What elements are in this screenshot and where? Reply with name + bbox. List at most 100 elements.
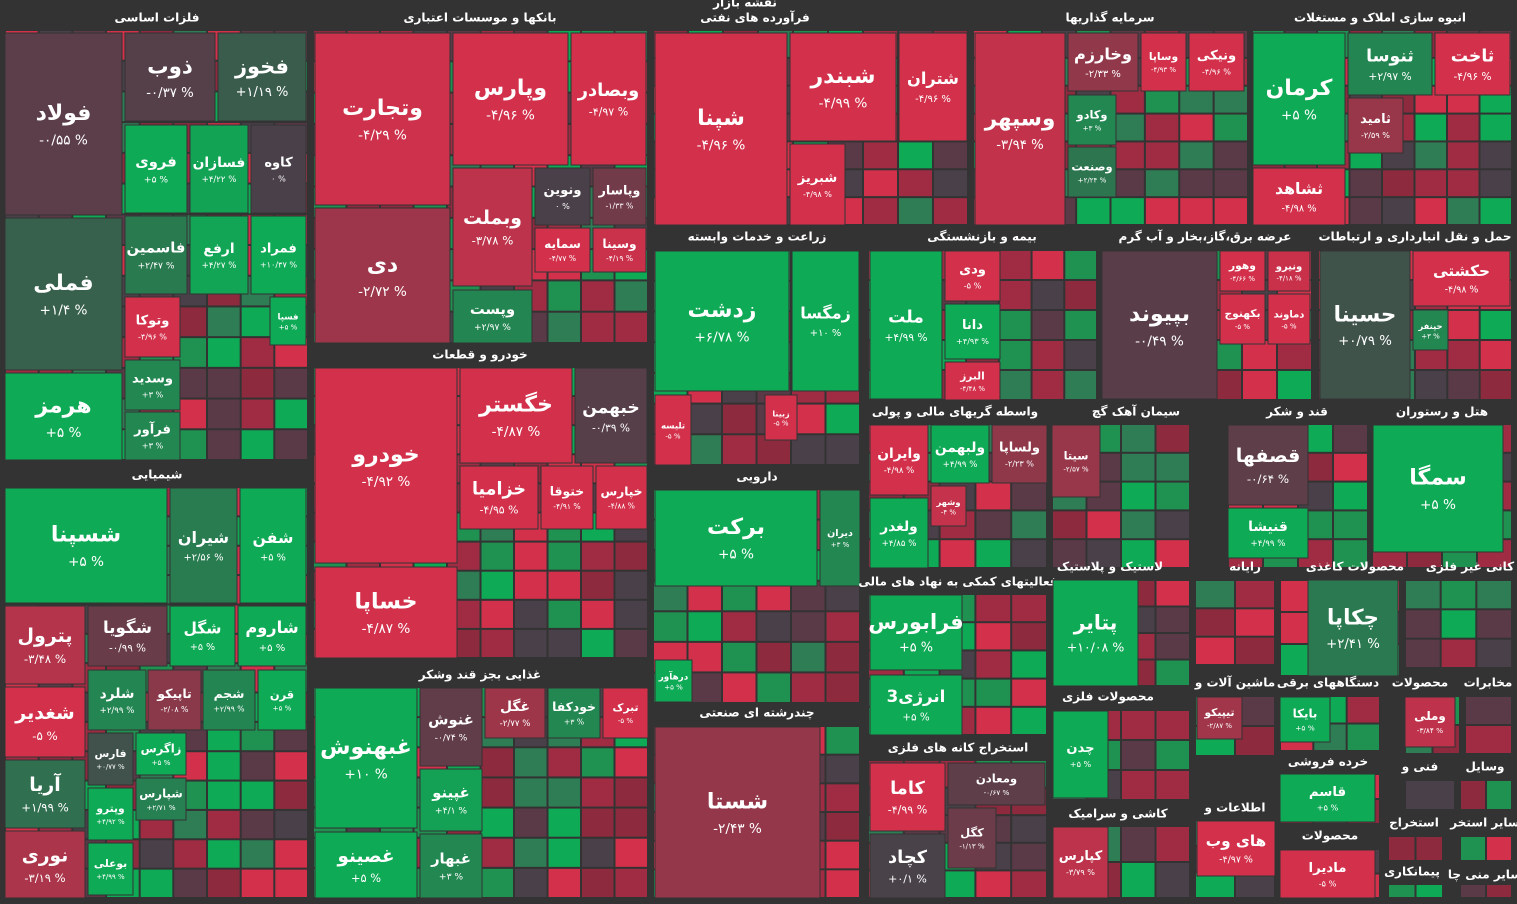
tile-value: +۵ % [68,554,104,570]
filler-tile [1416,885,1442,897]
tile [574,367,648,464]
filler-tile [275,368,307,398]
tile-value: -۱/۱۳ % [959,842,985,851]
tile-value: +۲/۷۱ % [146,803,175,812]
filler-tile [1032,371,1064,399]
tile-value: -۰/۳۹ % [592,421,630,434]
tile-label: بوعلی [94,857,127,870]
tile [189,124,249,214]
tile [147,669,202,731]
filler-tile [826,870,859,897]
tile [869,424,929,496]
filler-tile [757,673,790,702]
filler-tile [864,198,897,224]
filler-tile [1487,781,1511,809]
filler-tile [275,752,307,780]
tile-label: دیران [827,528,853,539]
filler-tile [899,198,932,224]
tile [135,777,187,821]
filler-tile [826,813,859,840]
filler-tile [241,869,274,897]
filler-tile [481,808,513,837]
tile [269,296,307,346]
tile-label: وکادو [1076,107,1108,121]
filler-tile [976,707,1011,734]
filler-tile [241,752,274,780]
filler-tile [1214,114,1247,141]
filler-tile [208,840,240,868]
tile [654,726,821,899]
tile [250,124,307,214]
tile [419,833,483,899]
filler-tile [688,612,721,641]
filler-tile [1334,511,1367,539]
filler-tile [826,755,859,783]
tile [869,762,946,832]
filler-tile [1122,540,1155,567]
filler-tile [1032,251,1064,279]
tile-value: -۰/۳۷ % [146,86,193,101]
tile-value: +۴/۲۷ % [202,261,237,271]
filler-tile [1156,540,1189,567]
tile [452,32,569,166]
filler-tile [582,868,614,897]
sector-header: کانی غیر فلزی [1426,560,1514,574]
tile-value: -۲/۵۷ % [1063,465,1089,474]
tile-label: ثنوسا [1366,46,1414,66]
tile-label: بایکا [1293,707,1318,721]
tile [944,303,1001,360]
tile [1188,32,1245,92]
filler-tile [582,281,614,311]
tile-value: -۴/۲۹ % [358,128,407,144]
filler-tile [275,781,307,809]
tile-label: دی [367,253,398,278]
tile-value: -۴/۹۹ % [888,803,928,816]
tile-label: وایران [877,446,921,462]
sector-header: دستگاههای برقی [1277,676,1379,690]
tile-label: قرن [270,687,294,701]
filler-tile [1214,142,1247,169]
tile-value: -۴/۹۶ % [915,94,951,105]
tile [217,32,307,122]
tile [1196,696,1243,740]
tile-label: وتوکا [136,314,170,329]
filler-tile [826,673,859,702]
tile-label: غگل [500,698,530,715]
filler-tile [1145,142,1179,169]
tile-label: نوری [22,846,68,867]
sector-header: فنی و [1401,760,1439,775]
filler-tile [976,679,1011,706]
filler-tile [241,430,274,459]
filler-tile [582,838,614,867]
sector-header: ماشین آلات و [1194,675,1275,691]
tile [124,32,216,122]
sector-header: فرآورده های نفتی [700,10,809,26]
filler-tile [1243,371,1276,399]
tile-value: +۵ % [351,871,381,885]
tile-value: -۴/۸۷ % [492,424,541,440]
tile-value: -۲/۴۳ % [713,821,762,837]
filler-tile [481,542,513,570]
filler-tile [174,869,206,897]
tile-label: بپیوند [1129,302,1190,327]
filler-tile [792,642,825,672]
filler-tile [1180,170,1213,197]
tile-label: کچاد [888,848,928,868]
tile-label: فارس [95,747,127,760]
filler-tile [1012,595,1046,622]
filler-tile [1032,341,1064,369]
tile-label: زبینا [772,409,790,418]
sector-header: عرضه برق،گاز،بخار و آب گرم [1119,229,1292,245]
tile-label: فرآور [133,421,171,438]
filler-tile [1012,540,1046,567]
tile-value: -۴/۱۸ % [1276,275,1301,283]
filler-tile [275,869,307,897]
tile [947,762,1046,806]
filler-tile [1480,142,1511,169]
tile-label: دانا [962,318,983,333]
tile [991,424,1048,484]
filler-tile [1156,453,1189,481]
tile [791,250,860,392]
filler-tile [1122,482,1155,510]
filler-tile [940,871,975,897]
